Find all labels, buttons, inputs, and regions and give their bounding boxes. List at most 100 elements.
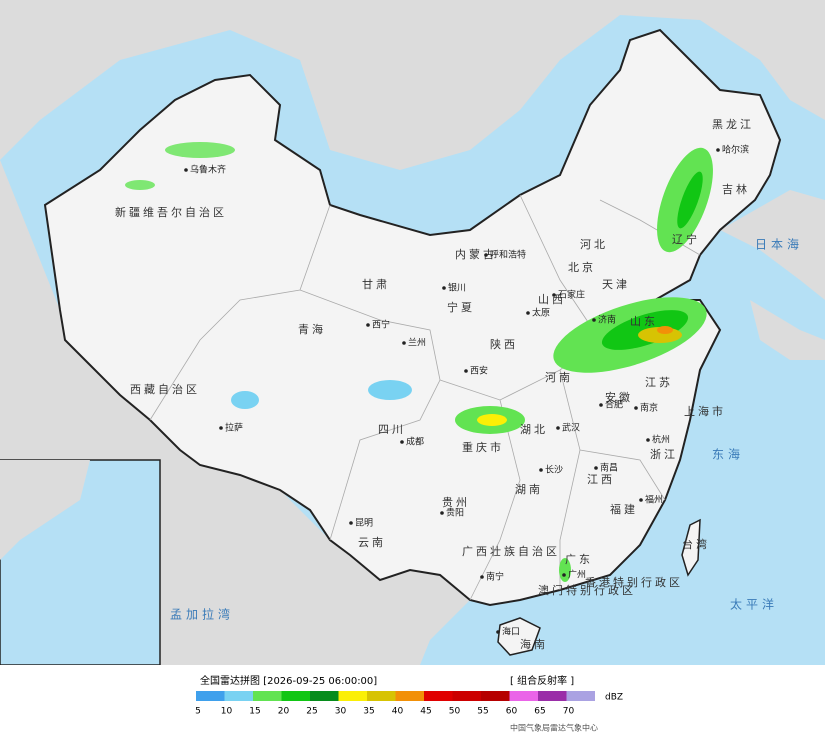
city-dot	[442, 286, 446, 290]
legend-level: 5	[195, 707, 201, 717]
province-label: 河北	[580, 238, 608, 251]
city-label: 西安	[470, 365, 488, 377]
province-label: 江苏	[645, 376, 673, 389]
city-label: 贵阳	[446, 507, 464, 519]
legend-color	[566, 691, 595, 701]
city-label: 兰州	[408, 337, 426, 349]
city-label: 合肥	[605, 399, 623, 411]
city-label: 昆明	[355, 518, 373, 529]
city-dot	[400, 440, 404, 444]
city-label: 石家庄	[558, 289, 585, 301]
city-label: 海口	[502, 626, 520, 638]
city-label: 西宁	[372, 319, 390, 331]
city-label: 武汉	[562, 422, 580, 434]
province-label: 甘肃	[362, 278, 390, 291]
city-dot	[480, 575, 484, 579]
city-dot	[402, 341, 406, 345]
province-label: 广西壮族自治区	[462, 544, 560, 558]
city-dot	[646, 438, 650, 442]
city-label: 南昌	[600, 462, 618, 474]
province-label: 香港特别行政区	[585, 575, 683, 589]
city-label: 银川	[448, 282, 466, 294]
province-label: 台湾	[682, 537, 710, 551]
city-label: 拉萨	[225, 422, 243, 434]
city-label: 呼和浩特	[490, 249, 526, 261]
province-label: 山东	[630, 315, 658, 328]
legend-level: 55	[477, 707, 488, 717]
province-label: 湖南	[515, 483, 543, 496]
city-dot	[484, 253, 488, 257]
legend-color	[538, 691, 567, 701]
province-label: 天津	[602, 278, 630, 291]
province-label: 江西	[587, 473, 615, 486]
city-dot	[634, 406, 638, 410]
city-label: 成都	[406, 436, 424, 448]
sea-label: 孟加拉湾	[170, 607, 234, 622]
city-dot	[552, 293, 556, 297]
city-dot	[594, 466, 598, 470]
legend-color	[509, 691, 538, 701]
city-label: 哈尔滨	[722, 144, 749, 156]
city-dot	[562, 573, 566, 577]
city-dot	[349, 521, 353, 525]
city-dot	[599, 403, 603, 407]
city-dot	[464, 369, 468, 373]
sea-label: 太平洋	[730, 597, 778, 612]
province-label: 云南	[358, 536, 386, 549]
city-dot	[526, 311, 530, 315]
legend-level: 70	[563, 707, 575, 717]
province-label: 吉林	[722, 182, 750, 196]
legend-level: 15	[249, 707, 260, 717]
province-label: 西藏自治区	[130, 382, 200, 396]
legend-level: 25	[306, 707, 317, 717]
province-label: 福建	[610, 502, 638, 516]
legend-title: 全国雷达拼图 [2026-09-25 06:00:00]	[200, 674, 377, 687]
city-dot	[219, 426, 223, 430]
province-label: 内蒙古	[455, 247, 497, 261]
legend-level: 65	[534, 707, 545, 717]
province-label: 海南	[520, 637, 548, 651]
province-label: 北京	[568, 260, 596, 274]
province-label: 山西	[538, 293, 566, 306]
city-dot	[716, 148, 720, 152]
legend-level: 10	[221, 707, 233, 717]
radar-echoes	[125, 142, 713, 582]
legend-color	[395, 691, 424, 701]
city-label: 长沙	[545, 464, 563, 476]
legend-color	[424, 691, 453, 701]
neighbor-land-north	[0, 0, 825, 170]
city-label: 乌鲁木齐	[190, 164, 226, 176]
city-label: 广州	[568, 569, 586, 581]
legend-level: 20	[278, 707, 290, 717]
legend-color	[253, 691, 282, 701]
city-label: 南京	[640, 402, 658, 414]
province-label: 安徽	[605, 390, 633, 404]
province-label: 宁夏	[447, 300, 475, 314]
city-dot	[440, 511, 444, 515]
legend-panel	[0, 665, 825, 739]
hainan	[497, 617, 541, 656]
legend-level: 50	[449, 707, 461, 717]
inset-land	[0, 460, 90, 560]
legend-color	[196, 691, 225, 701]
city-dot	[592, 318, 596, 322]
legend-product: [ 组合反射率 ]	[510, 674, 574, 687]
legend-color	[310, 691, 339, 701]
legend-color	[367, 691, 396, 701]
city-dot	[639, 498, 643, 502]
province-label: 黑龙江	[712, 118, 754, 131]
city-dot	[366, 323, 370, 327]
legend-color	[452, 691, 481, 701]
province-label: 辽宁	[672, 232, 700, 246]
city-dot	[184, 168, 188, 172]
legend-color	[281, 691, 310, 701]
city-dot	[496, 630, 500, 634]
province-label: 广东	[565, 553, 593, 566]
city-label: 太原	[532, 307, 550, 319]
city-label: 福州	[645, 494, 663, 506]
province-label: 浙江	[650, 448, 678, 461]
city-dot	[556, 426, 560, 430]
legend-color	[224, 691, 253, 701]
sea-label: 日本海	[755, 237, 803, 252]
